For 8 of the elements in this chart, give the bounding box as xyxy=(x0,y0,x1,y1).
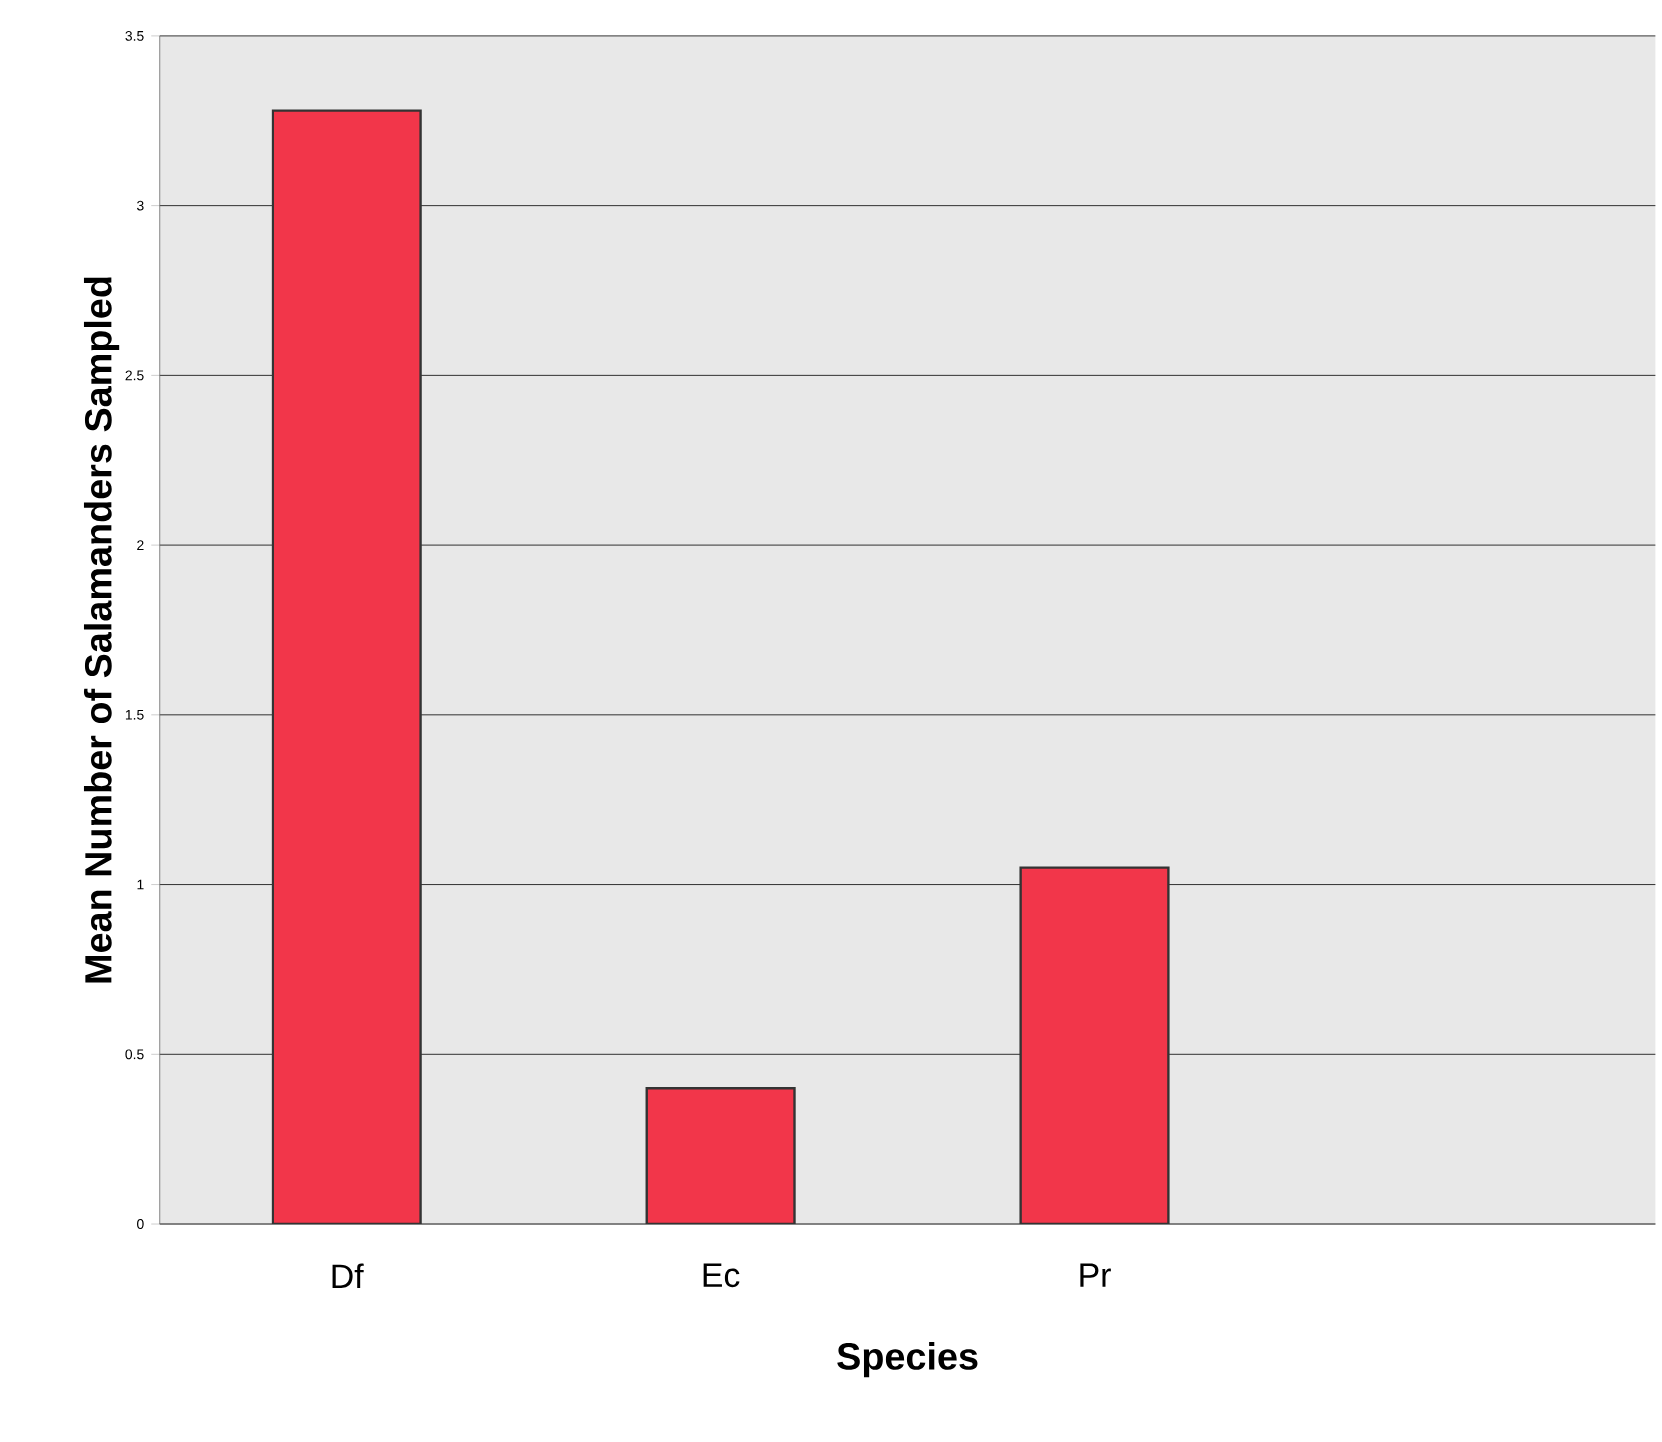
bar xyxy=(645,1087,796,1225)
x-tick-label: Ec xyxy=(703,1263,740,1288)
bar xyxy=(271,109,422,1225)
x-axis-title: Species xyxy=(837,1342,978,1378)
x-tick-label: Pr xyxy=(1080,1263,1111,1287)
bar xyxy=(1019,866,1170,1225)
y-axis-title: Mean Number of Salamanders Sampled xyxy=(83,277,120,983)
x-tick-label: Df xyxy=(332,1263,364,1289)
